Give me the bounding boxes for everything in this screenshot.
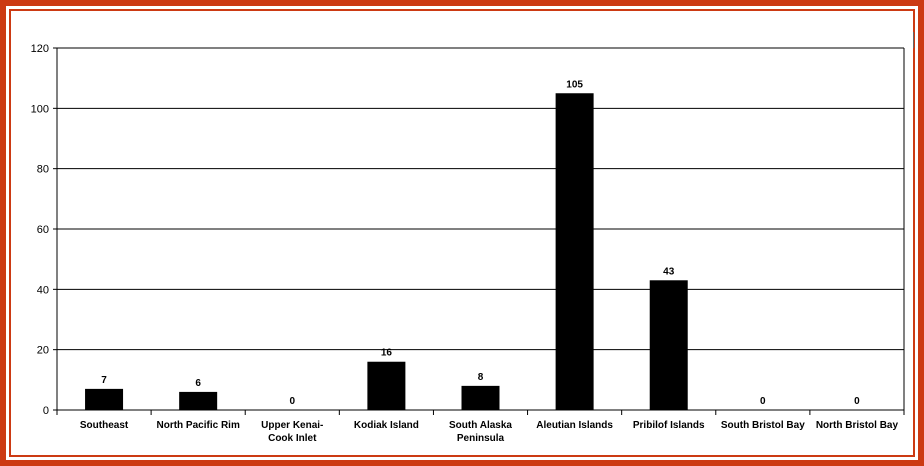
y-tick-label: 80 <box>37 164 49 176</box>
x-tick-label: South Alaska Peninsula <box>449 420 512 444</box>
bar <box>649 280 688 410</box>
x-tick-label-line: South Alaska <box>449 420 512 431</box>
x-tick-label: North Pacific Rim <box>156 420 239 431</box>
x-tick-label-line: Aleutian Islands <box>536 420 613 431</box>
edge-mark <box>913 32 914 48</box>
x-tick-label: Kodiak Island <box>354 420 419 431</box>
x-tick-label-line: Upper Kenai- <box>261 420 323 431</box>
x-tick-label-line: Kodiak Island <box>354 420 419 431</box>
x-tick-label-line: Peninsula <box>457 433 505 444</box>
y-tick-label: 100 <box>31 103 49 115</box>
bar <box>461 385 500 410</box>
data-label: 105 <box>566 79 583 90</box>
data-label: 16 <box>381 348 393 359</box>
data-label: 0 <box>289 396 295 407</box>
data-label: 0 <box>760 396 766 407</box>
x-tick-label-line: Pribilof Islands <box>633 420 705 431</box>
x-tick-label: South Bristol Bay <box>721 420 805 431</box>
inner-border <box>9 9 915 457</box>
data-label: 8 <box>478 372 484 383</box>
bar <box>367 361 406 410</box>
data-label: 0 <box>854 396 860 407</box>
y-tick-label: 20 <box>37 345 49 357</box>
y-tick-label: 0 <box>43 405 49 417</box>
x-tick-label: North Bristol Bay <box>816 420 899 431</box>
x-tick-label: Aleutian Islands <box>536 420 613 431</box>
x-tick-label-line: North Pacific Rim <box>156 420 239 431</box>
y-tick-label: 40 <box>37 284 49 296</box>
y-tick-label: 120 <box>31 43 49 55</box>
x-tick-label-line: Southeast <box>80 420 129 431</box>
bar <box>555 93 594 410</box>
data-label: 7 <box>101 375 107 386</box>
x-tick-label: Pribilof Islands <box>633 420 705 431</box>
x-tick-label-line: South Bristol Bay <box>721 420 805 431</box>
bar <box>85 388 124 410</box>
y-tick-label: 60 <box>37 224 49 236</box>
data-label: 6 <box>195 378 201 389</box>
bar <box>179 391 218 410</box>
x-tick-label: Upper Kenai- Cook Inlet <box>261 420 323 444</box>
x-tick-label-line: Cook Inlet <box>268 433 317 444</box>
x-tick-label-line: North Bristol Bay <box>816 420 899 431</box>
x-tick-label: Southeast <box>80 420 129 431</box>
data-label: 43 <box>663 266 675 277</box>
